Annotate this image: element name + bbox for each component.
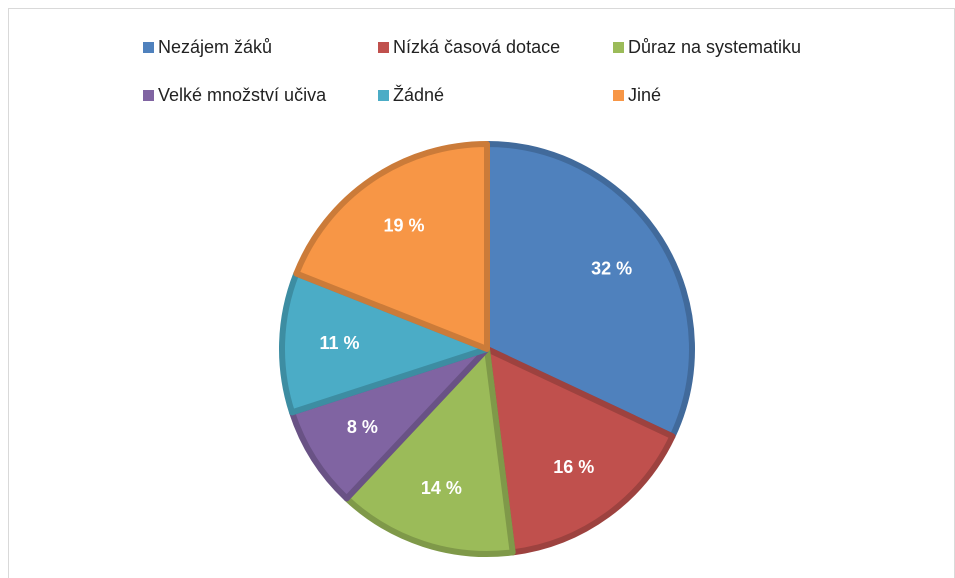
- legend-swatch: [378, 42, 389, 53]
- data-label: 16 %: [553, 457, 594, 477]
- legend-swatch: [143, 42, 154, 53]
- data-label: 11 %: [319, 333, 359, 353]
- legend-label: Nezájem žáků: [158, 37, 272, 57]
- legend-swatch: [613, 90, 624, 101]
- legend-label: Důraz na systematiku: [628, 37, 801, 57]
- data-label: 32 %: [591, 259, 632, 279]
- legend-label: Jiné: [628, 85, 661, 105]
- legend-label: Velké množství učiva: [158, 85, 327, 105]
- data-label: 14 %: [421, 478, 462, 498]
- legend-label: Nízká časová dotace: [393, 37, 560, 57]
- pie-slice: [343, 346, 516, 557]
- legend-swatch: [143, 90, 154, 101]
- pie-slice: [484, 141, 695, 440]
- data-label: 19 %: [384, 216, 425, 236]
- legend-swatch: [613, 42, 624, 53]
- legend-swatch: [378, 90, 389, 101]
- pie-slice: [279, 270, 490, 416]
- pie-slice: [293, 141, 490, 352]
- pie-slice: [484, 346, 676, 556]
- legend-label: Žádné: [393, 85, 444, 105]
- data-label: 8 %: [347, 417, 378, 437]
